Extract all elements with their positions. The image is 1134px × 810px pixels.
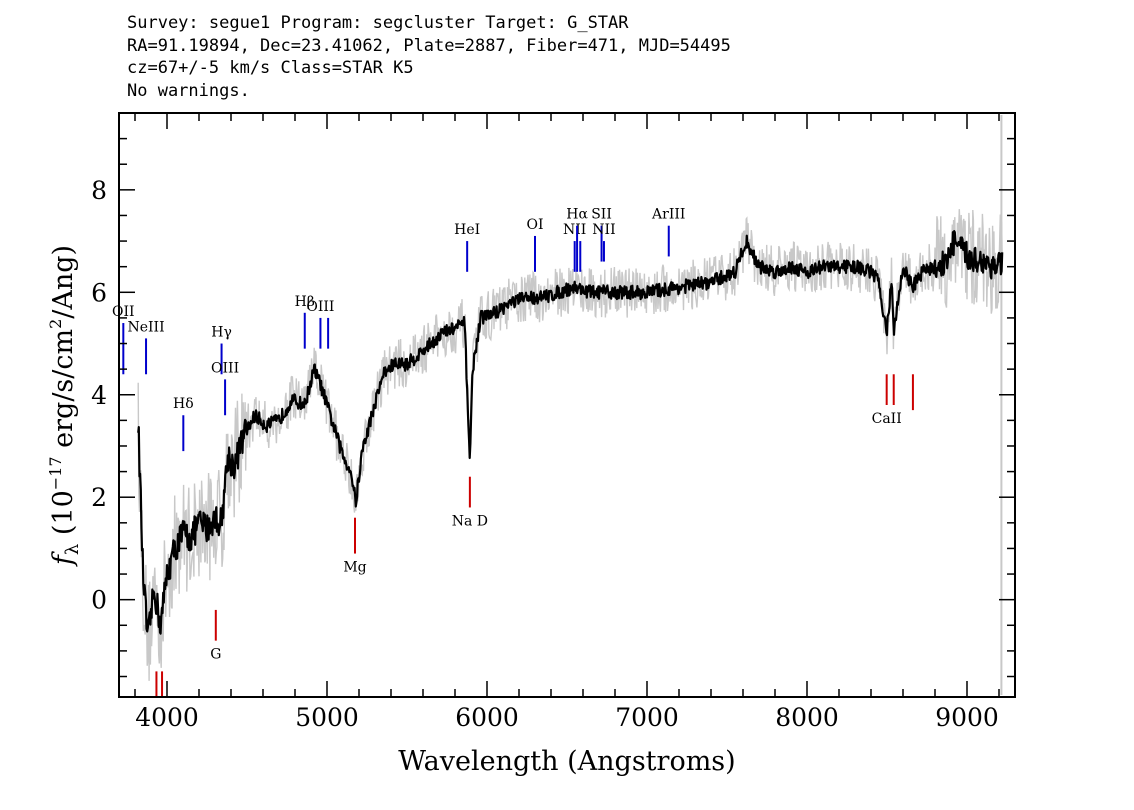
absorption-line-label: G bbox=[210, 647, 221, 663]
emission-line-label: Hα bbox=[566, 207, 588, 223]
spectrum-layer bbox=[137, 230, 1004, 635]
emission-line-label: OII bbox=[112, 304, 135, 320]
absorption-line-label: Mg bbox=[343, 560, 366, 576]
y-tick-label: 0 bbox=[91, 586, 107, 615]
header-survey-line: Survey: segue1 Program: segcluster Targe… bbox=[127, 13, 629, 33]
emission-line-label: Hγ bbox=[211, 325, 232, 341]
y-tick-label: 4 bbox=[91, 381, 107, 410]
emission-line-label: NII bbox=[592, 222, 615, 238]
emission-line-label: HeI bbox=[454, 222, 480, 238]
emission-line-label: SII bbox=[591, 207, 612, 223]
absorption-line-label: CaII bbox=[872, 411, 902, 427]
emission-line-label: Hδ bbox=[173, 396, 194, 412]
emission-line-label: NeIII bbox=[127, 319, 164, 335]
emission-line-label: OIII bbox=[306, 299, 334, 315]
axis-ticks: 4000 5000 6000 7000 8000 9000 0 2 4 6 8 bbox=[91, 113, 1015, 732]
noise-band-layer bbox=[137, 115, 1003, 695]
plot-frame bbox=[118, 112, 1016, 698]
x-tick-label: 7000 bbox=[615, 703, 679, 732]
emission-line-label: OI bbox=[526, 217, 543, 233]
emission-line-label: Hβ bbox=[295, 294, 315, 310]
noise-band bbox=[137, 209, 1003, 681]
x-tick-label: 8000 bbox=[775, 703, 839, 732]
emission-line-label: NII bbox=[563, 222, 586, 238]
header-redshift-line: cz=67+/-5 km/s Class=STAR K5 bbox=[127, 58, 414, 78]
emission-line-label: OIII bbox=[211, 360, 239, 376]
x-tick-label: 5000 bbox=[295, 703, 359, 732]
header-coordinates-line: RA=91.19894, Dec=23.41062, Plate=2887, F… bbox=[127, 35, 731, 56]
y-axis-label: fλ (10−17 erg/s/cm2/Ang) bbox=[46, 245, 83, 567]
y-tick-label: 2 bbox=[91, 483, 107, 512]
y-tick-label: 6 bbox=[91, 278, 107, 307]
spectrum-line bbox=[137, 230, 1004, 635]
emission-line-label: ArIII bbox=[651, 207, 685, 223]
x-tick-label: 6000 bbox=[455, 703, 519, 732]
x-tick-label: 4000 bbox=[135, 703, 199, 732]
absorption-line-label: Na D bbox=[452, 513, 488, 529]
x-tick-label: 9000 bbox=[935, 703, 999, 732]
header-warnings-line: No warnings. bbox=[127, 80, 250, 101]
y-tick-label: 8 bbox=[91, 176, 107, 205]
spectrum-header: Survey: segue1 Program: segcluster Targe… bbox=[127, 12, 731, 102]
x-axis-label: Wavelength (Angstroms) bbox=[398, 746, 735, 777]
